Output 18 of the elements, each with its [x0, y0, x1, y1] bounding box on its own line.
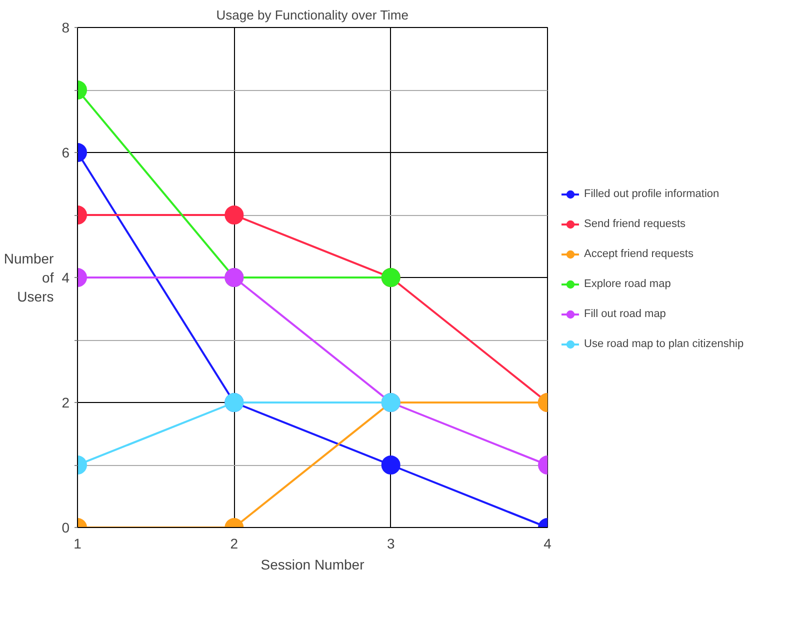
chart-title: Usage by Functionality over Time	[216, 8, 408, 22]
legend-label: Send friend requests	[584, 218, 686, 230]
y-tick-label: 6	[62, 144, 70, 160]
x-tick-label: 4	[544, 536, 552, 552]
y-axis-title: Number of Users	[4, 250, 54, 305]
legend-label: Filled out profile information	[584, 188, 720, 200]
x-tick-label: 3	[386, 536, 395, 552]
x-tick-label: 1	[74, 536, 82, 552]
legend-label: Fill out road map	[584, 308, 666, 320]
legend-label: Explore road map	[584, 278, 671, 290]
legend-label: Accept friend requests	[584, 248, 694, 260]
y-tick-label: 4	[62, 270, 70, 286]
legend-label: Use road map to plan citizenship	[584, 338, 744, 350]
y-tick-label: 8	[62, 20, 70, 36]
y-tick-label: 0	[62, 520, 70, 536]
x-tick-label: 2	[230, 536, 238, 552]
y-tick-label: 2	[62, 394, 70, 410]
x-axis-title: Session Number	[260, 556, 365, 572]
